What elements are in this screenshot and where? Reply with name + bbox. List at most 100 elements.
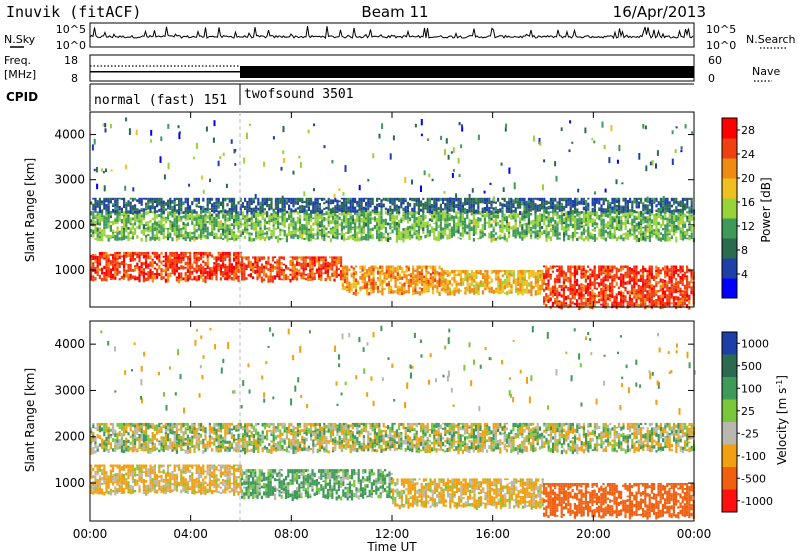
heatmap-cell (620, 268, 623, 272)
heatmap-cell (248, 232, 251, 235)
heatmap-cell (505, 201, 508, 206)
heatmap-cell (248, 203, 251, 207)
heatmap-cell (235, 211, 238, 214)
heatmap-cell (200, 238, 203, 240)
heatmap-cell (393, 224, 396, 228)
heatmap-cell (368, 275, 371, 279)
heatmap-cell (136, 255, 139, 258)
heatmap-cell (510, 291, 513, 294)
heatmap-cell (506, 270, 509, 274)
heatmap-cell (116, 268, 119, 272)
heatmap-cell (279, 208, 282, 211)
heatmap-cell (96, 231, 99, 234)
heatmap-cell (409, 275, 413, 278)
heatmap-cell (307, 278, 310, 282)
heatmap-cell (134, 214, 137, 219)
heatmap-cell (173, 218, 176, 223)
heatmap-cell (125, 209, 128, 211)
heatmap-cell (466, 276, 469, 280)
heatmap-cell (407, 267, 410, 272)
heatmap-cell (446, 221, 449, 224)
heatmap-cell (197, 202, 200, 204)
heatmap-cell (118, 211, 121, 216)
heatmap-cell (484, 287, 487, 291)
heatmap-cell (626, 290, 629, 295)
heatmap-cell (451, 277, 454, 281)
heatmap-cell (677, 304, 680, 308)
heatmap-cell (534, 231, 537, 235)
heatmap-cell (293, 256, 296, 261)
heatmap-cell (554, 282, 557, 286)
heatmap-cell (450, 197, 453, 200)
heatmap-cell (688, 237, 691, 241)
heatmap-cell (615, 226, 618, 231)
heatmap-cell (499, 202, 502, 205)
heatmap-cell (686, 277, 689, 281)
heatmap-cell (140, 273, 143, 276)
heatmap-cell (615, 270, 618, 274)
heatmap-cell (180, 201, 183, 204)
heatmap-cell (389, 227, 392, 230)
heatmap-cell (239, 253, 242, 259)
heatmap-cell (637, 303, 640, 307)
heatmap-cell (151, 231, 154, 236)
heatmap-cell (683, 289, 686, 291)
heatmap-cell (304, 263, 307, 265)
heatmap-cell (322, 258, 325, 263)
heatmap-cell (92, 219, 95, 223)
heatmap-cell (337, 256, 340, 260)
heatmap-cell (340, 227, 343, 232)
heatmap-cell (215, 271, 218, 275)
heatmap-cell (602, 218, 605, 224)
heatmap-cell (602, 210, 605, 213)
heatmap-cell (385, 269, 388, 274)
heatmap-cell (417, 197, 420, 202)
heatmap-cell (626, 236, 629, 240)
heatmap-cell (514, 207, 517, 212)
heatmap-cell (372, 290, 375, 294)
heatmap-cell (573, 292, 576, 296)
heatmap-cell (611, 294, 614, 298)
heatmap-cell (147, 203, 150, 206)
heatmap-cell (259, 201, 262, 206)
heatmap-cell (316, 214, 319, 216)
heatmap-cell (503, 235, 506, 239)
heatmap-cell (629, 228, 632, 232)
heatmap-cell (618, 210, 621, 216)
heatmap-cell (446, 206, 449, 210)
heatmap-cell (549, 223, 552, 227)
heatmap-cell (313, 272, 316, 275)
heatmap-cell (281, 202, 284, 205)
heatmap-cell (668, 302, 671, 305)
heatmap-cell (486, 202, 489, 205)
heatmap-cell (670, 284, 673, 287)
heatmap-cell (138, 271, 141, 275)
heatmap-cell (417, 228, 420, 232)
heatmap-cell (664, 295, 667, 299)
heatmap-cell (556, 230, 559, 233)
heatmap-cell (558, 272, 561, 277)
heatmap-cell (249, 260, 252, 266)
heatmap-cell (626, 300, 629, 305)
heatmap-cell (633, 233, 636, 238)
heatmap-cell (466, 289, 469, 292)
heatmap-cell (206, 204, 209, 207)
heatmap-cell (292, 211, 295, 214)
heatmap-cell (127, 216, 130, 221)
heatmap-cell (98, 236, 101, 239)
heatmap-cell (558, 204, 561, 209)
heatmap-cell (149, 219, 152, 223)
heatmap-cell (477, 205, 480, 210)
heatmap-cell (398, 281, 402, 285)
heatmap-cell (363, 265, 366, 269)
freq-tick-top: 18 (64, 54, 78, 67)
heatmap-cell (285, 201, 288, 205)
heatmap-cell (92, 255, 95, 260)
heatmap-cell (501, 287, 504, 290)
heatmap-cell (446, 234, 449, 237)
heatmap-cell (415, 225, 418, 228)
heatmap-cell (197, 205, 200, 208)
heatmap-cell (127, 276, 130, 279)
heatmap-cell (96, 256, 99, 258)
heatmap-cell (142, 231, 145, 236)
